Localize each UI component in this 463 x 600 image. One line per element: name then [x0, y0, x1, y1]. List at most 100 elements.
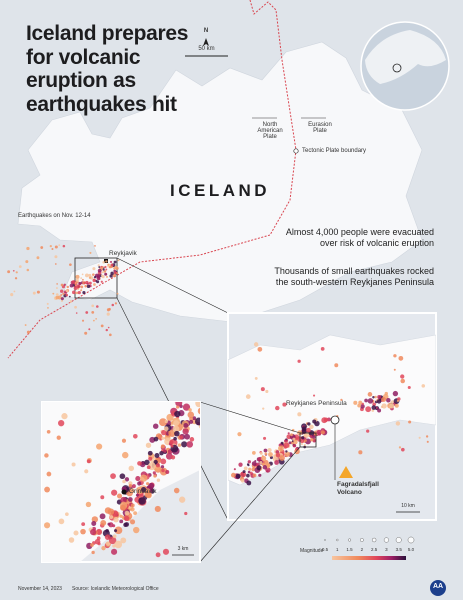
- volcano-ring: [330, 415, 340, 425]
- earthquake-dot: [287, 432, 290, 435]
- earthquake-dot: [153, 436, 159, 442]
- earthquake-dot: [58, 244, 61, 246]
- earthquake-dot: [107, 508, 115, 516]
- earthquake-dot: [392, 390, 399, 397]
- earthquake-dot: [58, 518, 65, 525]
- earthquake-dot: [73, 530, 79, 536]
- earthquake-dot: [88, 273, 92, 277]
- earthquake-dot: [81, 273, 84, 276]
- north-arrow: [203, 38, 209, 46]
- earthquake-dot: [290, 433, 293, 437]
- earthquake-dot: [155, 552, 161, 558]
- earthquake-dot: [103, 270, 107, 273]
- earthquake-dot: [264, 452, 268, 456]
- earthquake-dot: [72, 290, 76, 295]
- globe-land: [365, 30, 446, 84]
- earthquake-dot: [54, 255, 58, 259]
- earthquake-dot: [80, 528, 86, 535]
- earthquake-dot: [120, 537, 127, 544]
- earthquake-dot: [128, 465, 135, 472]
- earthquake-dot: [36, 256, 40, 260]
- earthquake-dot: [246, 480, 252, 486]
- earthquake-dot: [56, 435, 61, 440]
- earthquake-dot: [160, 458, 167, 465]
- earthquake-dot: [274, 460, 279, 465]
- legend-size: [395, 537, 402, 543]
- earthquake-dot: [93, 276, 97, 279]
- earthquake-dot: [83, 281, 86, 285]
- earthquake-dot: [152, 423, 159, 429]
- earthquake-dot: [111, 303, 115, 307]
- earthquake-dot: [94, 244, 96, 247]
- earthquake-dot: [312, 419, 317, 424]
- earthquake-dot: [357, 403, 362, 408]
- earthquake-dot: [159, 450, 164, 456]
- earthquake-dot: [130, 507, 135, 512]
- earthquake-dot: [182, 403, 191, 411]
- earthquake-dot: [247, 460, 251, 464]
- earthquake-dot: [56, 283, 58, 285]
- earthquake-dot: [248, 467, 252, 471]
- locator-box: [74, 257, 118, 299]
- earthquake-dot: [96, 443, 103, 450]
- earthquake-dot: [97, 268, 102, 273]
- earthquake-dot: [7, 270, 11, 274]
- earthquake-dot: [132, 433, 138, 439]
- earthquake-dot: [109, 274, 113, 278]
- earthquake-dot: [263, 436, 267, 440]
- earthquake-dot: [122, 479, 126, 484]
- date-range: Earthquakes on Nov. 12-14: [18, 213, 91, 219]
- earthquake-dot: [152, 471, 156, 475]
- earthquake-dot: [160, 465, 165, 469]
- earthquake-dot: [74, 281, 77, 285]
- earthquake-dot: [285, 450, 288, 453]
- earthquake-dot: [119, 504, 126, 511]
- earthquake-dot: [163, 449, 167, 453]
- earthquake-dot: [92, 278, 96, 283]
- earthquake-dot: [313, 394, 316, 397]
- earthquake-dot: [46, 471, 52, 477]
- footer-date: November 14, 2023: [18, 586, 62, 592]
- earthquake-dot: [116, 292, 119, 295]
- earthquake-dot: [173, 436, 177, 441]
- earthquake-dot: [60, 293, 63, 296]
- earthquake-dot: [189, 419, 194, 424]
- earthquake-dot: [77, 290, 81, 295]
- earthquake-dot: [88, 328, 91, 331]
- earthquake-dot: [192, 416, 197, 421]
- earthquake-dot: [91, 304, 95, 308]
- earthquake-dot: [26, 330, 30, 334]
- earthquake-dot: [377, 394, 382, 399]
- earthquake-dot: [114, 529, 118, 533]
- earthquake-dot: [153, 474, 157, 478]
- earthquake-dot: [133, 511, 138, 516]
- footer-source: Source: Icelandic Meteorological Office: [72, 586, 159, 592]
- earthquake-dot: [184, 511, 188, 516]
- legend-title: Magnitude: [300, 548, 324, 554]
- earthquake-dot: [119, 514, 123, 518]
- earthquake-dot: [131, 484, 136, 489]
- earthquake-dot: [260, 387, 265, 392]
- earthquake-dot: [418, 436, 421, 439]
- earthquake-dot: [231, 472, 236, 478]
- earthquake-dot: [400, 378, 405, 384]
- earthquake-dot: [69, 283, 74, 288]
- earthquake-dot: [158, 418, 167, 427]
- earthquake-dot: [46, 429, 51, 434]
- scale-label: 3 km: [177, 546, 189, 552]
- earthquake-dot: [114, 302, 118, 305]
- earthquake-dot: [174, 430, 180, 437]
- earthquake-dot: [367, 392, 373, 397]
- earthquake-dot: [14, 277, 18, 280]
- earthquake-dot: [102, 260, 105, 264]
- earthquake-dot: [165, 470, 170, 475]
- earthquake-dot: [96, 280, 100, 284]
- legend-label: 1: [336, 547, 339, 552]
- earthquake-dot: [88, 276, 91, 279]
- earthquake-dot: [395, 421, 401, 426]
- earthquake-dot: [85, 501, 92, 508]
- earthquake-dot: [107, 263, 110, 266]
- earthquake-dot: [73, 286, 78, 291]
- earthquake-dot: [114, 540, 123, 549]
